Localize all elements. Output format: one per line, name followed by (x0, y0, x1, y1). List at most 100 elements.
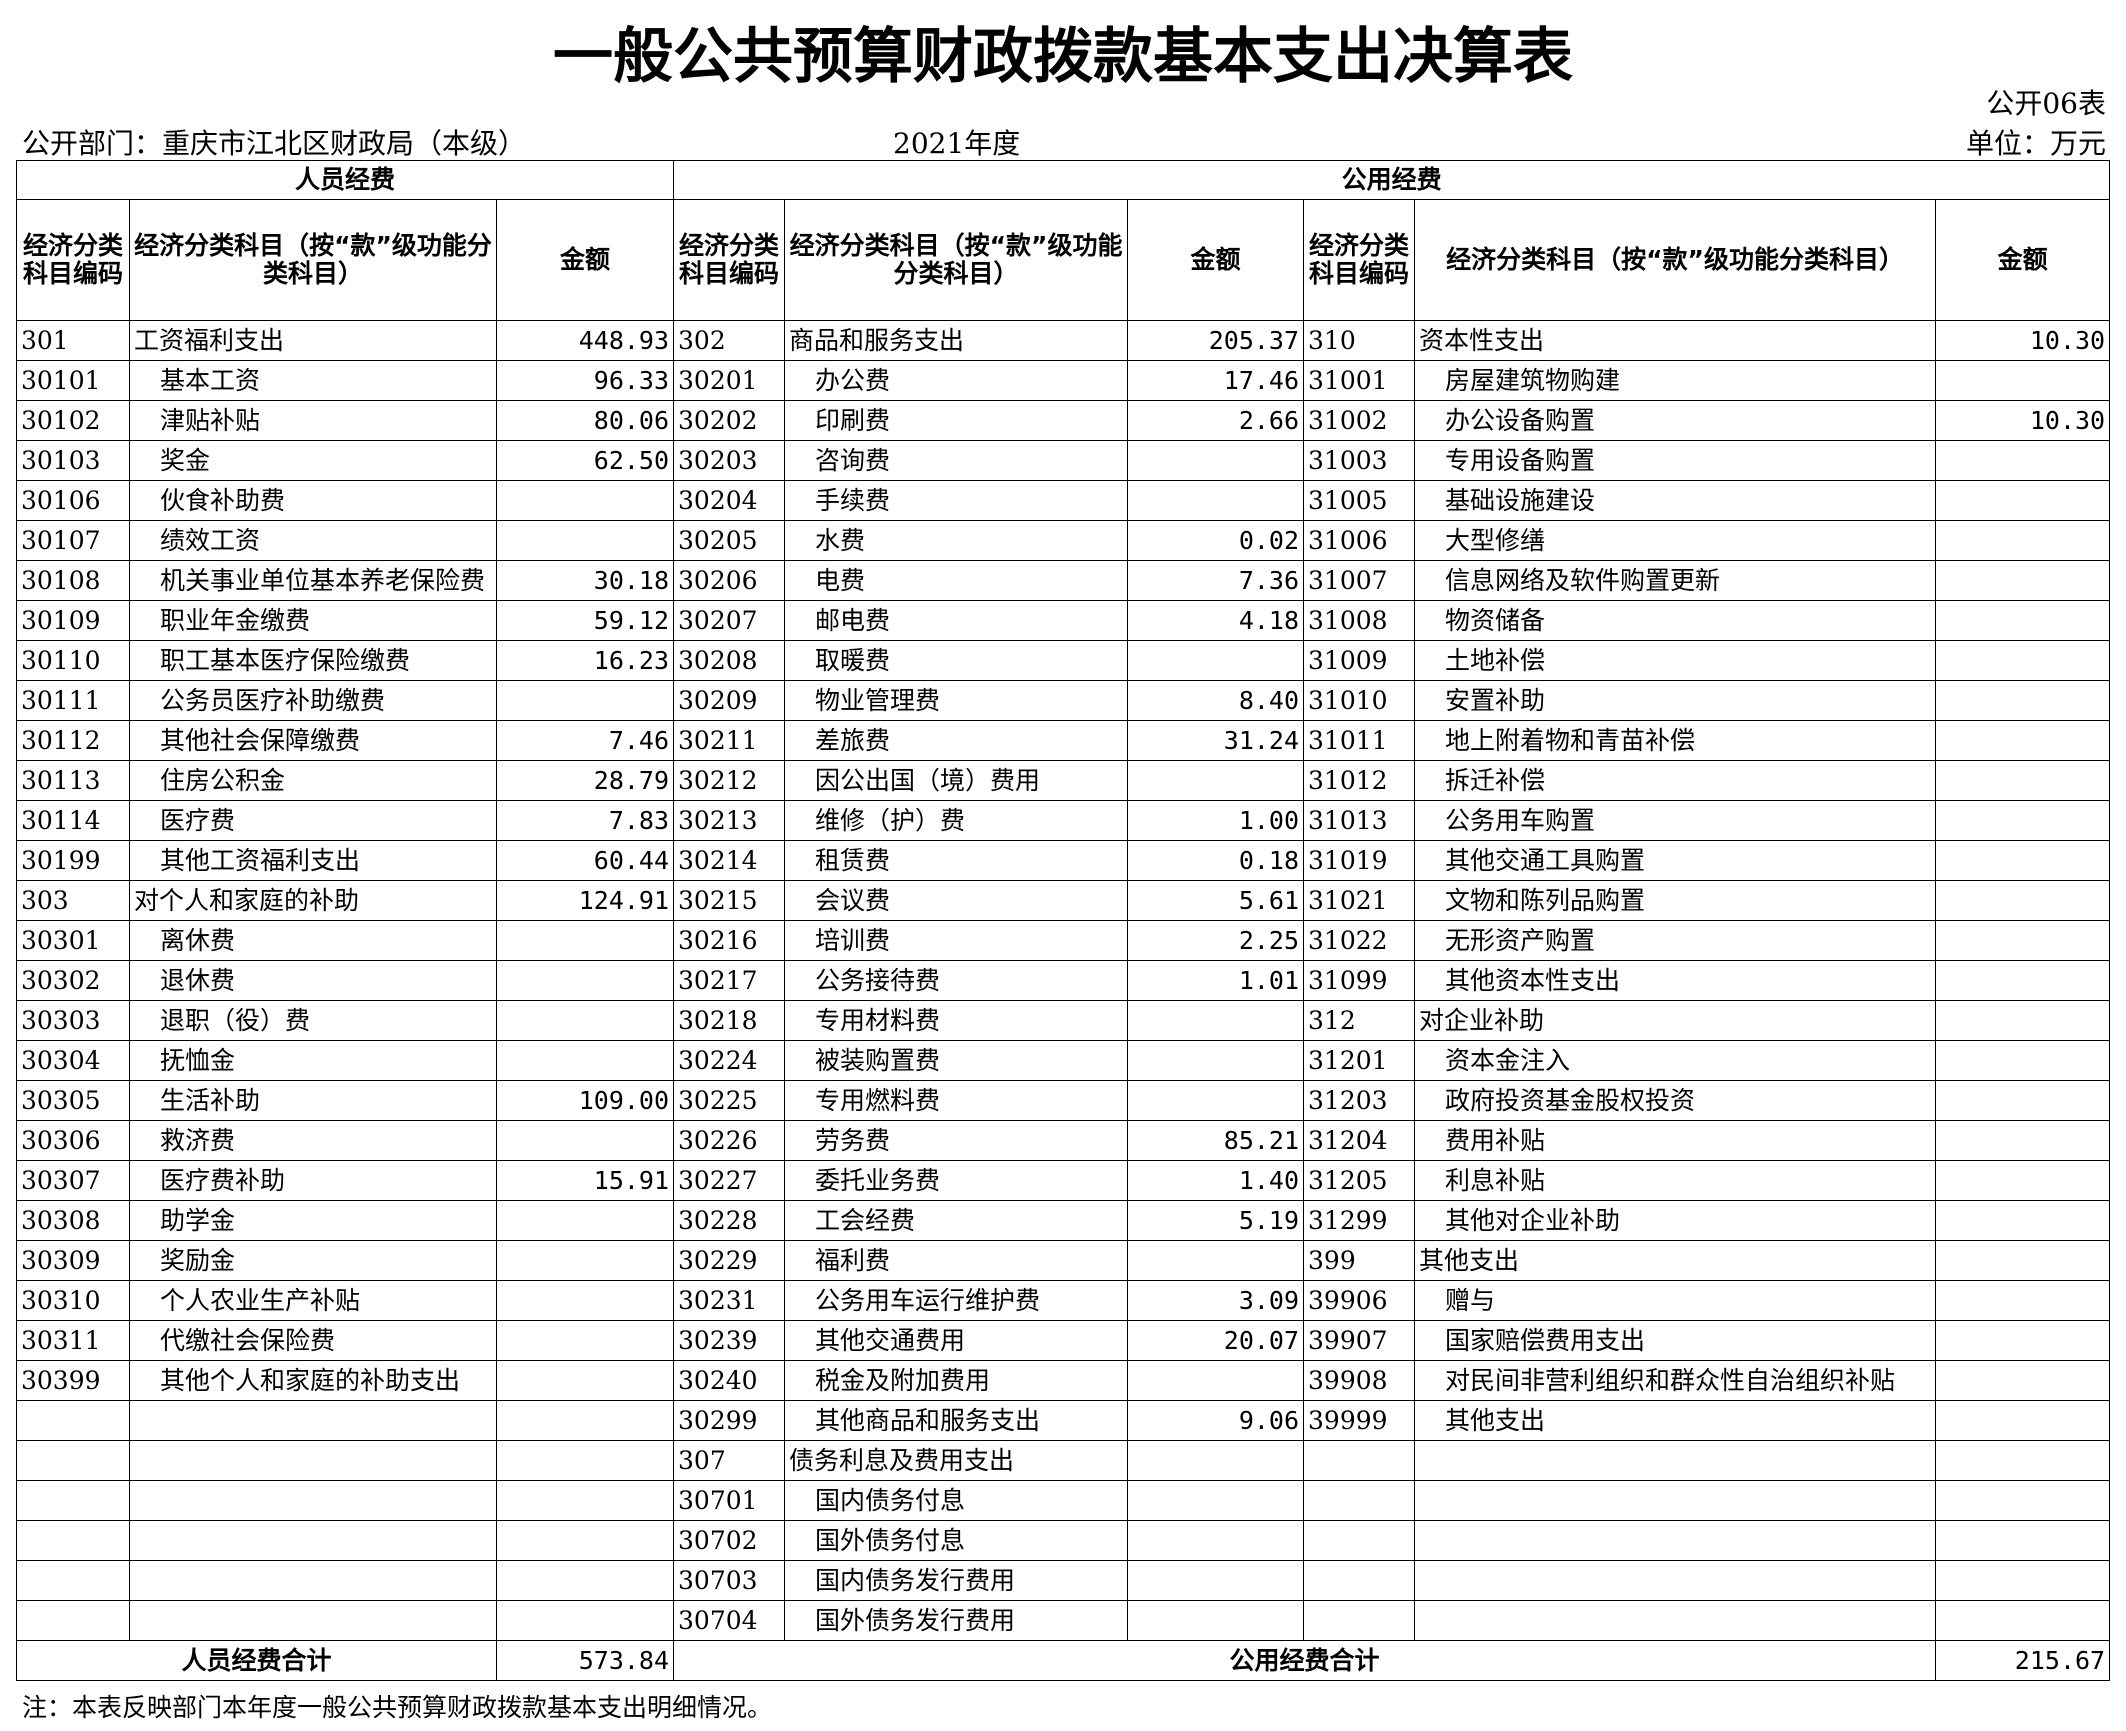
item-cell: 物业管理费 (784, 680, 1129, 721)
code-cell: 31299 (1303, 1200, 1416, 1241)
amount-cell (1935, 560, 2111, 601)
total-value: 215.67 (1935, 1640, 2111, 1681)
department: 公开部门：重庆市江北区财政局（本级） (22, 127, 527, 160)
code-cell: 30211 (673, 720, 786, 761)
code-cell: 31022 (1303, 920, 1416, 961)
code-cell (1303, 1560, 1416, 1601)
item-cell: 其他社会保障缴费 (129, 720, 497, 761)
item-cell: 大型修缮 (1414, 520, 1937, 561)
item-cell: 生活补助 (129, 1080, 497, 1121)
code-cell: 31099 (1303, 960, 1416, 1001)
data-row: 30399 其他个人和家庭的补助支出 30240 税金及附加费用 39908 对民间非营利… (16, 1360, 2111, 1401)
column-header: 经济分类科目（按“款”级功能分类科目） (1414, 199, 1937, 321)
data-row: 30199 其他工资福利支出 60.44 30214 租赁费 0.18 31019 其他交通工… (16, 840, 2111, 881)
amount-cell: 1.00 (1127, 800, 1305, 841)
title: 一般公共预算财政拨款基本支出决算表 (553, 22, 1573, 92)
code-cell: 30228 (673, 1200, 786, 1241)
code-cell: 31001 (1303, 360, 1416, 401)
form-number: 公开06表 (1986, 87, 2106, 120)
code-cell (16, 1480, 130, 1521)
amount-cell: 16.23 (495, 640, 675, 681)
code-cell: 31201 (1303, 1040, 1416, 1081)
data-row: 30299 其他商品和服务支出 9.06 39999 其他支出 (16, 1400, 2111, 1441)
code-cell: 30303 (16, 1000, 130, 1041)
amount-cell (1935, 1320, 2111, 1361)
column-header: 经济分类科目编码 (673, 199, 786, 321)
total-label: 人员经费合计 (16, 1640, 497, 1681)
amount-cell (495, 960, 675, 1001)
code-cell: 30103 (16, 440, 130, 481)
column-header: 经济分类科目（按“款”级功能分类科目） (129, 199, 497, 321)
amount-cell: 28.79 (495, 760, 675, 801)
data-row: 307 债务利息及费用支出 (16, 1440, 2111, 1481)
code-cell: 30305 (16, 1080, 130, 1121)
amount-cell: 205.37 (1127, 320, 1305, 361)
amount-cell (495, 1360, 675, 1401)
code-cell: 31011 (1303, 720, 1416, 761)
code-cell: 399 (1303, 1240, 1416, 1281)
item-cell: 对企业补助 (1414, 1000, 1937, 1041)
amount-cell (1935, 1040, 2111, 1081)
code-cell: 30308 (16, 1200, 130, 1241)
amount-cell (1127, 1000, 1305, 1041)
amount-cell: 30.18 (495, 560, 675, 601)
item-cell: 奖金 (129, 440, 497, 481)
amount-cell (1127, 1560, 1305, 1601)
amount-cell (1127, 480, 1305, 521)
item-cell: 医疗费 (129, 800, 497, 841)
amount-cell (1935, 760, 2111, 801)
code-cell: 39906 (1303, 1280, 1416, 1321)
item-cell: 国外债务发行费用 (784, 1600, 1129, 1641)
code-cell: 30702 (673, 1520, 786, 1561)
code-cell: 30218 (673, 1000, 786, 1041)
code-cell: 30202 (673, 400, 786, 441)
code-cell: 30108 (16, 560, 130, 601)
amount-cell (1935, 1280, 2111, 1321)
amount-cell (495, 1200, 675, 1241)
amount-cell: 10.30 (1935, 400, 2111, 441)
item-cell: 退职（役）费 (129, 1000, 497, 1041)
code-cell: 31012 (1303, 760, 1416, 801)
item-cell: 伙食补助费 (129, 480, 497, 521)
item-cell: 文物和陈列品购置 (1414, 880, 1937, 921)
total-value: 573.84 (495, 1640, 675, 1681)
item-cell: 国外债务付息 (784, 1520, 1129, 1561)
code-cell: 31204 (1303, 1120, 1416, 1161)
data-row: 30103 奖金 62.50 30203 咨询费 31003 专用设备购置 (16, 440, 2111, 481)
item-cell: 商品和服务支出 (784, 320, 1129, 361)
code-cell: 30399 (16, 1360, 130, 1401)
item-cell (129, 1600, 497, 1641)
item-cell: 退休费 (129, 960, 497, 1001)
item-cell: 咨询费 (784, 440, 1129, 481)
code-cell: 30102 (16, 400, 130, 441)
item-cell: 个人农业生产补贴 (129, 1280, 497, 1321)
code-cell: 39907 (1303, 1320, 1416, 1361)
code-cell: 31021 (1303, 880, 1416, 921)
total-label: 公用经费合计 (673, 1640, 1937, 1681)
item-cell: 福利费 (784, 1240, 1129, 1281)
item-cell: 手续费 (784, 480, 1129, 521)
item-cell: 办公费 (784, 360, 1129, 401)
item-cell: 公务用车购置 (1414, 800, 1937, 841)
amount-cell: 31.24 (1127, 720, 1305, 761)
amount-cell (495, 1600, 675, 1641)
data-row: 30101 基本工资 96.33 30201 办公费 17.46 31001 房屋建筑物购建 (16, 360, 2111, 401)
code-cell: 302 (673, 320, 786, 361)
item-cell (129, 1520, 497, 1561)
item-cell: 其他支出 (1414, 1400, 1937, 1441)
item-cell (129, 1560, 497, 1601)
item-cell: 助学金 (129, 1200, 497, 1241)
item-cell: 津贴补贴 (129, 400, 497, 441)
amount-cell: 0.18 (1127, 840, 1305, 881)
item-cell: 公务接待费 (784, 960, 1129, 1001)
code-cell: 30216 (673, 920, 786, 961)
code-cell: 31005 (1303, 480, 1416, 521)
data-row: 30311 代缴社会保险费 30239 其他交通费用 20.07 39907 国家赔偿费用支… (16, 1320, 2111, 1361)
amount-cell: 0.02 (1127, 520, 1305, 561)
item-cell: 职业年金缴费 (129, 600, 497, 641)
item-cell: 印刷费 (784, 400, 1129, 441)
amount-cell: 5.19 (1127, 1200, 1305, 1241)
item-cell: 医疗费补助 (129, 1160, 497, 1201)
item-cell: 利息补贴 (1414, 1160, 1937, 1201)
amount-cell (1935, 680, 2111, 721)
